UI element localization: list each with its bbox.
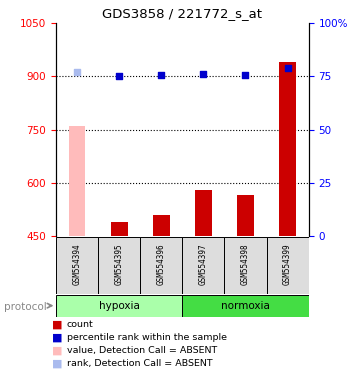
Bar: [56, 237, 98, 294]
Text: ■: ■: [52, 333, 63, 343]
Text: rank, Detection Call = ABSENT: rank, Detection Call = ABSENT: [67, 359, 212, 368]
Point: [200, 71, 206, 77]
Bar: [56, 295, 182, 317]
Point: [74, 69, 80, 75]
Bar: [237, 195, 254, 236]
Bar: [140, 237, 182, 294]
Bar: [225, 237, 266, 294]
Bar: [279, 62, 296, 236]
Bar: [266, 237, 309, 294]
Text: value, Detection Call = ABSENT: value, Detection Call = ABSENT: [67, 346, 217, 355]
Point: [243, 72, 248, 78]
Text: ■: ■: [52, 319, 63, 329]
Text: GSM554395: GSM554395: [115, 243, 123, 285]
Text: protocol: protocol: [4, 302, 46, 312]
Bar: [98, 237, 140, 294]
Text: normoxia: normoxia: [221, 301, 270, 311]
Bar: [111, 222, 127, 236]
Text: GSM554397: GSM554397: [199, 243, 208, 285]
Bar: [69, 126, 86, 236]
Text: ■: ■: [52, 359, 63, 369]
Text: GSM554399: GSM554399: [283, 243, 292, 285]
Point: [158, 72, 164, 78]
Bar: [153, 215, 170, 236]
Point: [285, 65, 291, 71]
Bar: [195, 190, 212, 236]
Text: GSM554398: GSM554398: [241, 243, 250, 285]
Bar: [182, 295, 309, 317]
Point: [116, 73, 122, 79]
Bar: [182, 237, 225, 294]
Title: GDS3858 / 221772_s_at: GDS3858 / 221772_s_at: [102, 7, 262, 20]
Text: percentile rank within the sample: percentile rank within the sample: [67, 333, 227, 342]
Text: GSM554396: GSM554396: [157, 243, 166, 285]
Text: GSM554394: GSM554394: [73, 243, 82, 285]
Text: hypoxia: hypoxia: [99, 301, 140, 311]
Text: count: count: [67, 320, 93, 329]
Text: ■: ■: [52, 346, 63, 356]
